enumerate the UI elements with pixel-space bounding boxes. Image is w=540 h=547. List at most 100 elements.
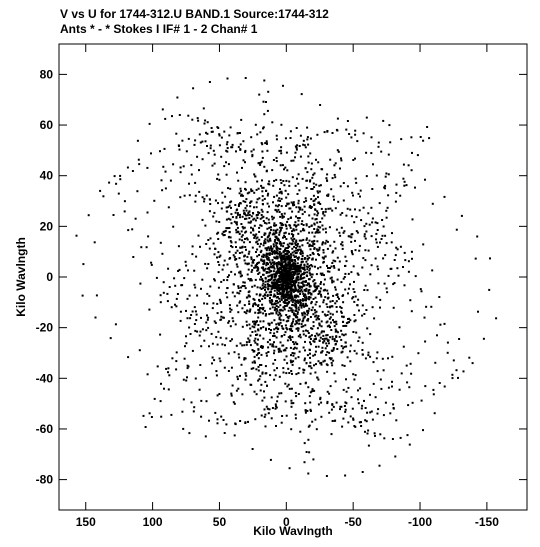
uv-point — [272, 283, 275, 286]
uv-point — [288, 272, 290, 275]
uv-point — [194, 200, 197, 203]
uv-point — [356, 304, 359, 307]
uv-point — [290, 428, 293, 431]
uv-point — [265, 328, 267, 331]
uv-point — [276, 238, 279, 241]
uv-point — [308, 365, 311, 368]
uv-point — [292, 347, 295, 350]
uv-point — [307, 332, 310, 334]
uv-point — [283, 305, 286, 308]
uv-point — [327, 310, 330, 313]
uv-point — [364, 407, 367, 409]
uv-point — [291, 289, 294, 292]
uv-point — [274, 235, 277, 238]
uv-point — [308, 424, 311, 427]
uv-point — [278, 286, 281, 289]
uv-point — [281, 309, 284, 312]
uv-point — [247, 252, 250, 255]
uv-point — [259, 327, 262, 330]
uv-point — [419, 136, 422, 138]
uv-point — [260, 353, 263, 356]
uv-point — [189, 333, 192, 335]
uv-point — [265, 291, 268, 294]
uv-point — [191, 245, 194, 248]
uv-point — [217, 173, 220, 176]
uv-point — [254, 264, 257, 267]
uv-point — [294, 287, 297, 290]
uv-point — [298, 248, 301, 251]
y-tick-label: -40 — [36, 371, 54, 385]
uv-point — [349, 344, 352, 347]
uv-point — [297, 356, 300, 359]
uv-point — [313, 199, 316, 202]
uv-point — [219, 254, 222, 257]
uv-point — [329, 326, 331, 329]
uv-point — [262, 308, 264, 311]
uv-point — [324, 208, 327, 211]
uv-point — [320, 363, 323, 366]
uv-point — [297, 329, 300, 332]
uv-point — [306, 263, 309, 266]
uv-point — [262, 295, 265, 298]
uv-point — [229, 325, 232, 328]
uv-point — [431, 269, 434, 272]
uv-point — [230, 206, 232, 209]
uv-point — [279, 312, 282, 315]
uv-point — [280, 182, 283, 184]
uv-point — [341, 244, 344, 247]
uv-point — [335, 401, 338, 404]
uv-point — [271, 261, 274, 264]
uv-point — [260, 258, 263, 261]
uv-point — [300, 277, 303, 280]
uv-point — [291, 259, 294, 262]
uv-point — [186, 376, 188, 379]
uv-point — [146, 373, 149, 376]
uv-point — [345, 324, 348, 327]
uv-point — [367, 351, 370, 354]
uv-point — [291, 176, 294, 179]
uv-point — [201, 218, 204, 221]
uv-point — [297, 258, 300, 261]
uv-point — [298, 239, 301, 242]
uv-point — [300, 266, 303, 269]
uv-point — [257, 308, 260, 311]
uv-point — [184, 345, 186, 348]
uv-point — [304, 146, 307, 149]
uv-point — [309, 361, 312, 364]
uv-point — [289, 264, 291, 267]
uv-point — [303, 461, 306, 464]
uv-point — [414, 275, 417, 278]
uv-point — [301, 298, 304, 301]
uv-point — [223, 259, 226, 262]
uv-point — [288, 290, 291, 293]
uv-point — [248, 250, 251, 253]
uv-point — [213, 162, 216, 165]
uv-point — [318, 292, 321, 295]
uv-point — [239, 190, 242, 193]
uv-point — [347, 235, 350, 238]
uv-point — [167, 367, 170, 370]
uv-point — [309, 267, 311, 270]
uv-point — [315, 345, 317, 348]
uv-point — [245, 237, 248, 240]
uv-point — [370, 136, 373, 139]
uv-point — [193, 143, 196, 146]
uv-point — [256, 255, 259, 258]
uv-point — [302, 267, 305, 269]
uv-point — [225, 149, 228, 152]
uv-point — [251, 189, 254, 192]
uv-point — [238, 301, 241, 304]
uv-point — [318, 254, 321, 257]
uv-point — [159, 241, 162, 244]
uv-point — [286, 287, 289, 290]
uv-point — [309, 273, 312, 276]
uv-point — [277, 348, 280, 351]
uv-point — [369, 393, 371, 396]
uv-point — [261, 190, 264, 193]
uv-point — [283, 296, 286, 298]
uv-point — [266, 239, 269, 242]
uv-point — [284, 331, 287, 334]
uv-point — [230, 394, 233, 397]
uv-point — [231, 143, 234, 146]
uv-point — [211, 164, 214, 167]
